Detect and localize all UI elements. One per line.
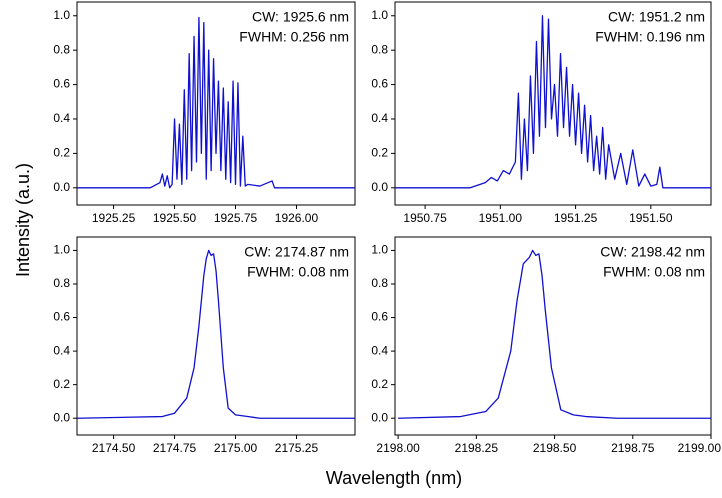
y-tick-label: 1.0: [371, 243, 388, 257]
x-tick-label: 2175.00: [214, 441, 258, 455]
plot-frame: [394, 1, 712, 206]
plot-frame: [76, 236, 356, 436]
annotation: CW: 2198.42 nm: [600, 244, 705, 260]
x-tick-label: 1951.25: [554, 211, 598, 225]
y-tick-label: 0.0: [53, 410, 70, 424]
y-tick-label: 1.0: [53, 8, 70, 22]
x-tick-label: 2199.00: [678, 441, 722, 455]
annotation: FWHM: 0.256 nm: [239, 29, 349, 45]
y-axis-label: Intensity (a.u.): [13, 163, 33, 277]
x-tick-label: 1925.75: [214, 211, 258, 225]
spectrum-line: [395, 15, 711, 189]
plot-frame: [76, 1, 356, 206]
annotation: FWHM: 0.08 nm: [603, 264, 705, 280]
x-tick-label: 1951.50: [629, 211, 673, 225]
y-tick-label: 0.8: [53, 276, 70, 290]
y-tick-label: 0.4: [53, 111, 70, 125]
y-tick-label: 0.6: [371, 77, 388, 91]
x-tick-label: 1925.25: [92, 211, 136, 225]
x-tick-label: 2198.25: [455, 441, 499, 455]
y-tick-label: 0.6: [371, 310, 388, 324]
y-tick-label: 0.4: [371, 343, 388, 357]
y-tick-label: 0.8: [53, 42, 70, 56]
spectrum-line: [76, 249, 355, 419]
x-tick-label: 2198.75: [611, 441, 655, 455]
annotation: CW: 1925.6 nm: [252, 9, 349, 25]
x-axis-label: Wavelength (nm): [326, 468, 462, 488]
y-tick-label: 0.0: [371, 410, 388, 424]
spectrum-line: [398, 249, 711, 419]
annotation: CW: 2174.87 nm: [244, 244, 349, 260]
x-tick-label: 1925.50: [153, 211, 197, 225]
y-tick-label: 0.2: [53, 377, 70, 391]
y-tick-label: 0.0: [371, 180, 388, 194]
annotation: FWHM: 0.08 nm: [247, 264, 349, 280]
y-tick-label: 0.2: [371, 146, 388, 160]
annotation: CW: 1951.2 nm: [608, 9, 705, 25]
y-tick-label: 0.6: [53, 77, 70, 91]
plot-frame: [394, 236, 712, 436]
x-tick-label: 2174.75: [153, 441, 197, 455]
y-tick-label: 0.8: [371, 276, 388, 290]
annotation: FWHM: 0.196 nm: [595, 29, 705, 45]
spectrum-line: [77, 16, 355, 189]
y-tick-label: 0.2: [371, 377, 388, 391]
y-tick-label: 0.6: [53, 310, 70, 324]
x-tick-label: 2198.50: [533, 441, 577, 455]
y-tick-label: 1.0: [53, 243, 70, 257]
x-tick-label: 1950.75: [403, 211, 447, 225]
x-tick-label: 2174.50: [92, 441, 136, 455]
y-tick-label: 0.2: [53, 146, 70, 160]
y-tick-label: 0.8: [371, 42, 388, 56]
x-tick-label: 2175.25: [275, 441, 319, 455]
x-tick-label: 1951.00: [479, 211, 523, 225]
y-tick-label: 1.0: [371, 8, 388, 22]
y-tick-label: 0.0: [53, 180, 70, 194]
y-tick-label: 0.4: [371, 111, 388, 125]
x-tick-label: 2198.00: [376, 441, 420, 455]
y-tick-label: 0.4: [53, 343, 70, 357]
x-tick-label: 1926.00: [275, 211, 319, 225]
